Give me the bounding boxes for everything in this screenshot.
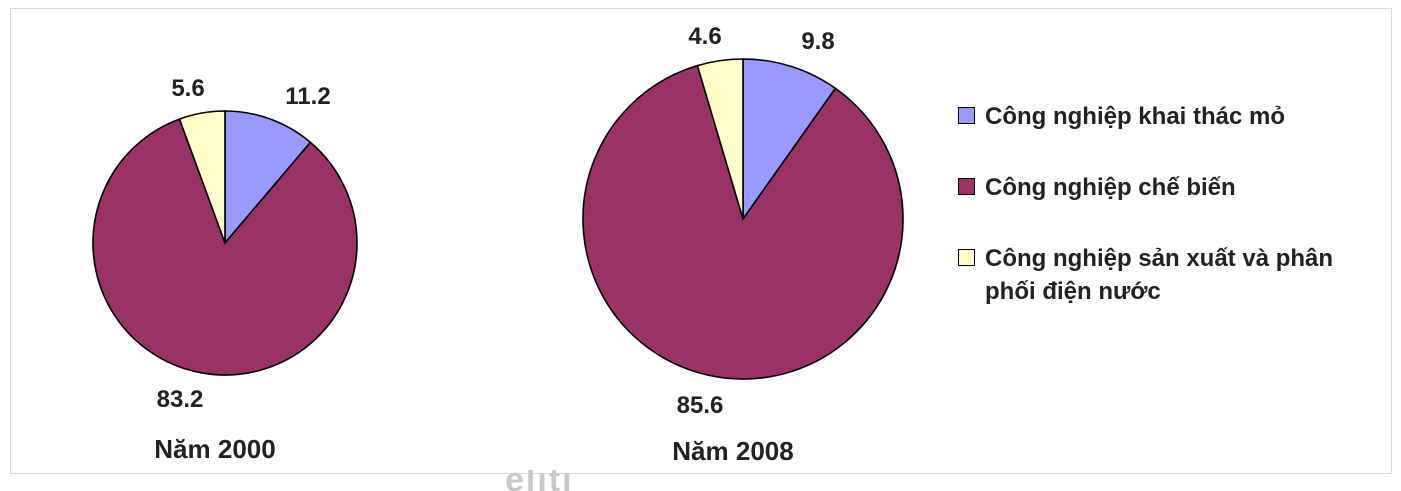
- legend-swatch-mining: [958, 107, 975, 124]
- pie-0-slice-mining: [224, 110, 312, 246]
- pie-0-year-label: Năm 2000: [154, 434, 275, 464]
- legend-swatch-utilities: [958, 249, 975, 266]
- legend: Công nghiệp khai thác mỏ Công nghiệp chế…: [958, 100, 1388, 346]
- legend-item-mining: Công nghiệp khai thác mỏ: [958, 100, 1388, 133]
- legend-label-mining: Công nghiệp khai thác mỏ: [985, 103, 1286, 130]
- pie-0-slice-processing: [92, 118, 358, 376]
- pie-0-value-label-mining: 11.2: [285, 83, 330, 110]
- pie-1-value-label-processing: 85.6: [677, 392, 724, 419]
- legend-label-processing: Công nghiệp chế biến: [985, 174, 1236, 201]
- pie-1-year-label: Năm 2008: [672, 436, 793, 466]
- pie-0-value-label-processing: 83.2: [157, 386, 204, 413]
- pie-1-slice-utilities: [696, 58, 744, 220]
- pie-1-slice-mining: [742, 58, 837, 222]
- pie-0-slice-utilities: [178, 110, 226, 244]
- pie-0-value-label-utilities: 5.6: [171, 75, 204, 102]
- legend-item-utilities: Công nghiệp sản xuất và phân phối điện n…: [958, 242, 1388, 308]
- watermark: eliti: [505, 470, 574, 491]
- pie-1-value-label-utilities: 4.6: [688, 23, 721, 50]
- pie-charts: 11.2 83.2 5.6 Năm 2000 9.8 85.6 4.6 Năm 2008: [92, 23, 904, 466]
- legend-swatch-processing: [958, 178, 975, 195]
- pie-1-value-label-mining: 9.8: [801, 28, 834, 55]
- pie-1-slice-processing: [582, 64, 904, 380]
- legend-label-utilities: Công nghiệp sản xuất và phân phối điện n…: [985, 245, 1334, 305]
- legend-item-processing: Công nghiệp chế biến: [958, 171, 1388, 204]
